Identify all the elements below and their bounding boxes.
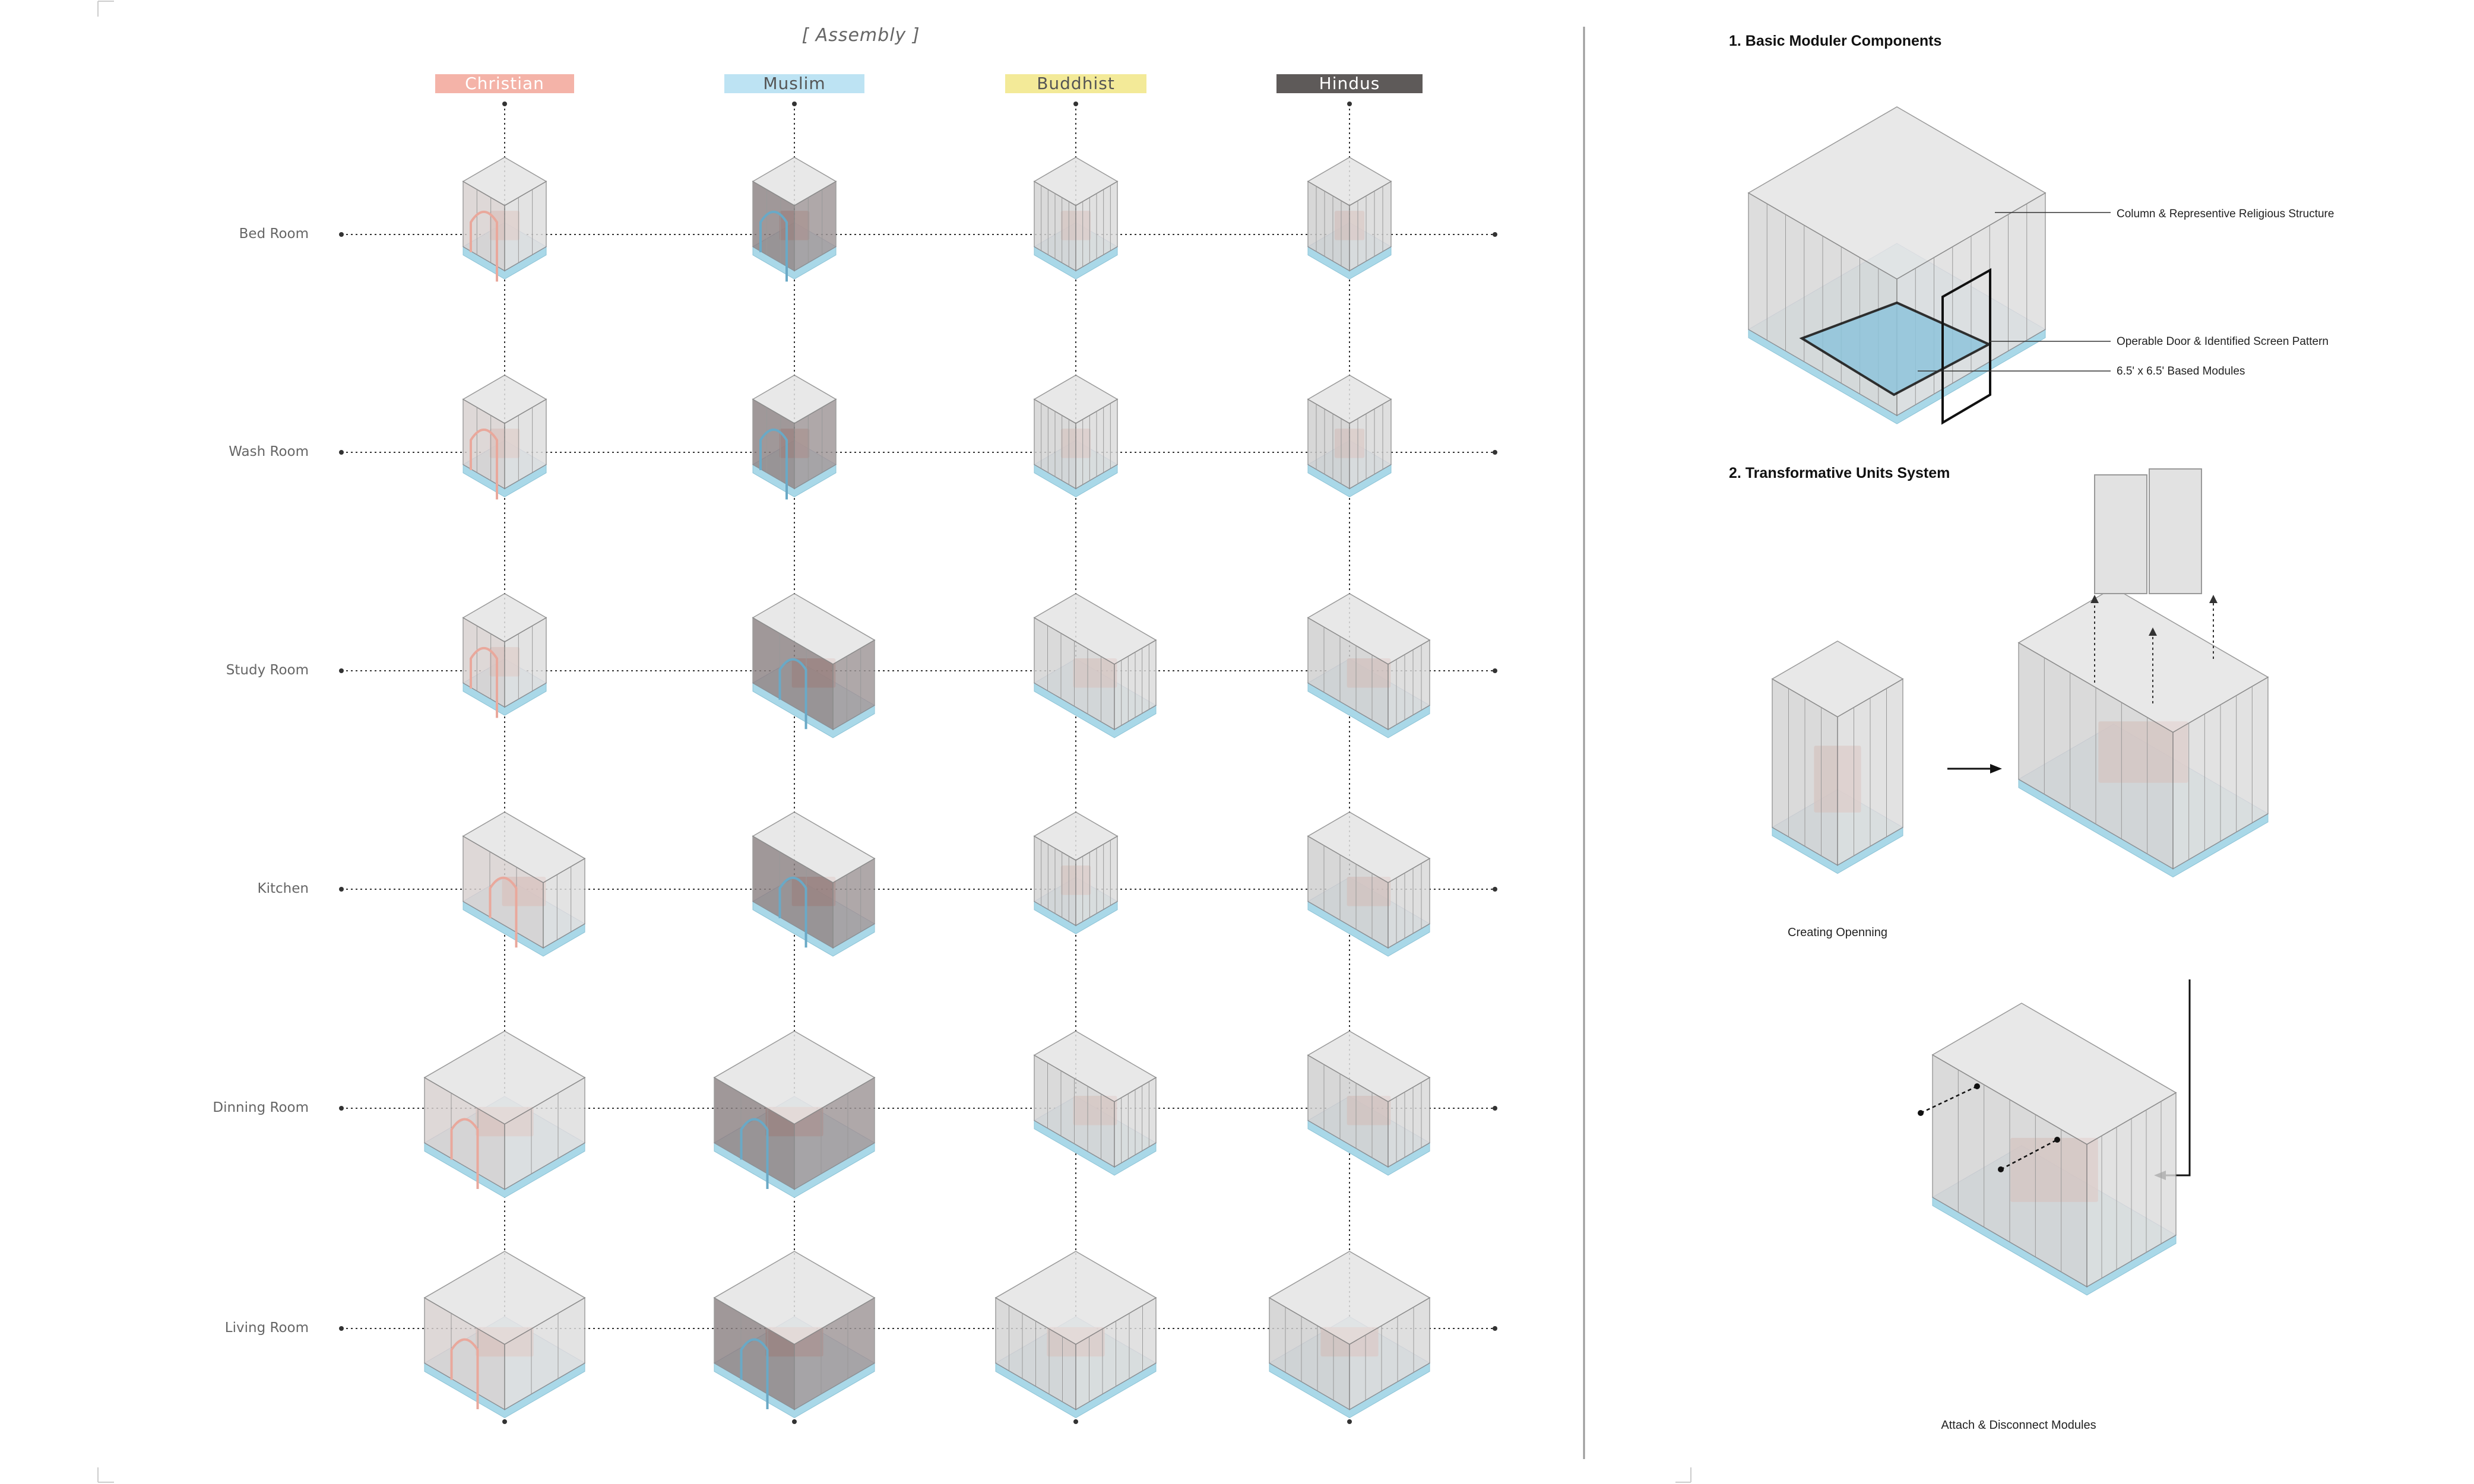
guide-dot bbox=[1347, 102, 1352, 106]
annotation-column-structure: Column & Representive Religious Structur… bbox=[2117, 208, 2334, 220]
module-muslim-row-1 bbox=[752, 157, 837, 282]
module-buddhist-row-5 bbox=[1033, 1030, 1157, 1176]
column-badge-hindus: Hindus bbox=[1276, 74, 1423, 93]
module-christian-row-6 bbox=[423, 1251, 586, 1419]
column-badge-muslim: Muslim bbox=[724, 74, 864, 93]
guide-dot bbox=[1493, 232, 1497, 237]
guide-dot bbox=[792, 102, 797, 106]
row-label-dinning-room: Dinning Room bbox=[213, 1100, 309, 1115]
row-label-study-room: Study Room bbox=[226, 662, 309, 678]
components-title: 1. Basic Moduler Components bbox=[1729, 33, 1942, 49]
module-christian-row-3 bbox=[462, 593, 547, 718]
transform-title: 2. Transformative Units System bbox=[1729, 465, 1950, 481]
module-hindus-row-5 bbox=[1307, 1030, 1431, 1176]
guide-dot bbox=[339, 232, 344, 237]
guide-dot bbox=[502, 1419, 507, 1424]
guide-dot bbox=[1493, 1326, 1497, 1331]
module-christian-row-2 bbox=[462, 375, 547, 500]
single-module bbox=[1771, 640, 1904, 874]
module-hindus-row-6 bbox=[1268, 1251, 1431, 1419]
column-badge-buddhist: Buddhist bbox=[1005, 74, 1146, 93]
move-arrow-end bbox=[2054, 1137, 2060, 1143]
guide-dot bbox=[339, 668, 344, 673]
door-panel-highlight bbox=[1941, 268, 1991, 425]
lift-arrow-head bbox=[2209, 595, 2218, 603]
module-muslim-row-2 bbox=[752, 375, 837, 500]
row-label-kitchen: Kitchen bbox=[257, 881, 309, 896]
row-label-bed-room: Bed Room bbox=[239, 226, 309, 242]
module-hindus-row-1 bbox=[1307, 157, 1392, 280]
move-arrow-end bbox=[1998, 1166, 2004, 1172]
attached-modules bbox=[1931, 1003, 2177, 1296]
module-muslim-row-4 bbox=[752, 811, 876, 957]
module-hindus-row-3 bbox=[1307, 593, 1431, 738]
lifted-screen-panel bbox=[2094, 474, 2147, 594]
arrow-head bbox=[1990, 764, 2002, 773]
module-buddhist-row-4 bbox=[1033, 811, 1119, 934]
annotation-operable-door: Operable Door & Identified Screen Patter… bbox=[2117, 335, 2329, 348]
module-christian-row-5 bbox=[423, 1030, 586, 1198]
module-buddhist-row-3 bbox=[1033, 593, 1157, 738]
guide-dot bbox=[339, 450, 344, 455]
lifted-screen-panel bbox=[2149, 468, 2202, 594]
module-christian-row-1 bbox=[462, 157, 547, 282]
module-muslim-row-5 bbox=[713, 1030, 876, 1198]
guide-dot bbox=[339, 887, 344, 892]
module-hindus-row-4 bbox=[1307, 811, 1431, 957]
guide-dot bbox=[339, 1326, 344, 1331]
row-label-living-room: Living Room bbox=[224, 1320, 309, 1336]
move-arrow bbox=[2000, 1139, 2058, 1171]
guide-dot bbox=[1073, 1419, 1078, 1424]
module-buddhist-row-2 bbox=[1033, 375, 1119, 497]
guide-dot bbox=[1493, 450, 1497, 455]
column-badge-christian: Christian bbox=[435, 74, 574, 93]
guide-dot bbox=[792, 1419, 797, 1424]
joined-modules bbox=[2017, 587, 2269, 878]
guide-dot bbox=[1073, 102, 1078, 106]
caption-creating-opening: Creating Openning bbox=[1788, 926, 1887, 939]
guide-dot bbox=[1493, 1106, 1497, 1111]
guide-dot bbox=[502, 102, 507, 106]
move-arrow-end bbox=[1918, 1110, 1924, 1116]
move-arrow-end bbox=[1974, 1083, 1980, 1089]
guide-dot bbox=[1347, 1419, 1352, 1424]
row-label-wash-room: Wash Room bbox=[229, 444, 309, 459]
module-buddhist-row-6 bbox=[994, 1251, 1157, 1419]
guide-dot bbox=[339, 1106, 344, 1111]
module-muslim-row-6 bbox=[713, 1251, 876, 1419]
guide-dot bbox=[1493, 887, 1497, 892]
module-hindus-row-2 bbox=[1307, 375, 1392, 497]
caption-attach-disconnect: Attach & Disconnect Modules bbox=[1941, 1419, 2096, 1432]
module-christian-row-4 bbox=[462, 811, 586, 957]
annotation-base-module: 6.5' x 6.5' Based Modules bbox=[2117, 365, 2245, 378]
guide-dot bbox=[1493, 668, 1497, 673]
module-muslim-row-3 bbox=[752, 593, 876, 738]
lift-arrow-head bbox=[2149, 627, 2157, 636]
assembly-title: [ Assembly ] bbox=[802, 25, 920, 46]
lift-arrow-head bbox=[2090, 595, 2099, 603]
module-buddhist-row-1 bbox=[1033, 157, 1119, 280]
guide-lines bbox=[339, 102, 1497, 1424]
